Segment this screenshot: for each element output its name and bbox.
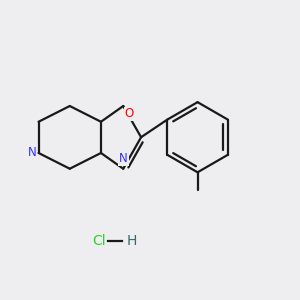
Text: H: H bbox=[127, 234, 137, 248]
Text: N: N bbox=[119, 152, 128, 165]
Text: Cl: Cl bbox=[93, 234, 106, 248]
Text: O: O bbox=[125, 107, 134, 121]
Text: N: N bbox=[27, 146, 36, 160]
